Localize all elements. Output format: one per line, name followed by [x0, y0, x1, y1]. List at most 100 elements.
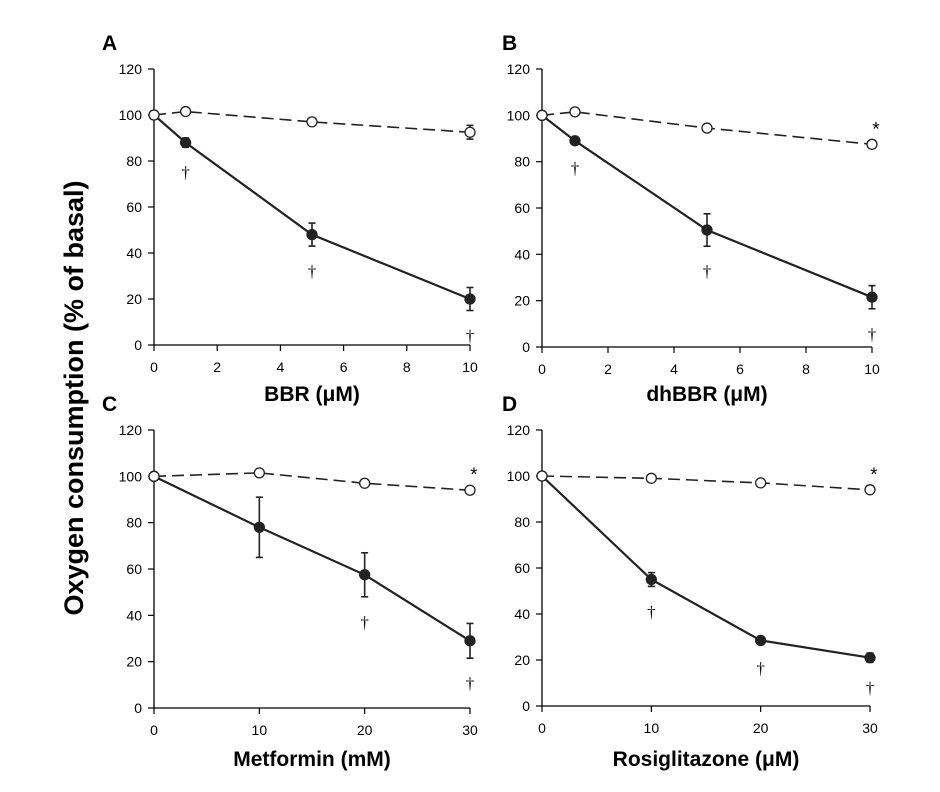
panel-b-series-solid-point	[701, 224, 713, 236]
panel-a-series-dashed-line	[153, 110, 471, 134]
panel-d-series-solid-point	[864, 652, 876, 664]
panel-b-series-dashed-point	[866, 138, 878, 150]
panel-a-y-tick-label: 80	[126, 153, 142, 169]
panel-c-y-tick-label: 0	[134, 700, 142, 716]
panel-b-dagger-annotation: †	[571, 159, 580, 178]
panel-c-y-tick-label: 80	[126, 515, 142, 531]
panel-c-x-tick-label: 0	[150, 722, 158, 738]
panel-a-series-solid-point	[464, 293, 476, 305]
panel-d-x-tick-label: 30	[862, 720, 878, 736]
panel-d-x-tick-label: 20	[753, 720, 769, 736]
panel-d-y-tick-label: 100	[507, 468, 531, 484]
panel-a-dagger-annotation: †	[308, 262, 317, 281]
panel-c-x-tick-label: 30	[462, 722, 478, 738]
panel-b-series-solid-line	[541, 114, 873, 299]
panel-a-x-tick-label: 6	[340, 359, 348, 375]
panel-d-series-solid-point	[536, 470, 548, 482]
panel-a-letter: A	[102, 32, 117, 55]
panel-c-x-tick-label: 20	[357, 722, 373, 738]
panel-d-series-solid-line	[541, 475, 871, 659]
panel-c-y-tick-label: 20	[126, 654, 142, 670]
panel-b-y-tick-label: 80	[514, 154, 530, 170]
panel-c-dagger-annotation: †	[360, 613, 369, 632]
panel-c-x-tick-label: 10	[252, 722, 268, 738]
panel-c-series-solid-point	[148, 470, 160, 482]
panel-d-asterisk-annotation: *	[870, 465, 878, 486]
panel-c-y-tick-label: 60	[126, 561, 142, 577]
panel-d-x-tick-label: 10	[644, 720, 660, 736]
panel-b-series-dashed-point	[569, 106, 581, 118]
panel-c-series-dashed-point	[464, 484, 476, 496]
panel-d-letter: D	[502, 393, 517, 416]
panel-d-series-dashed-line	[541, 475, 871, 491]
panel-b-y-tick-label: 40	[514, 246, 530, 262]
panel-c-letter: C	[102, 393, 117, 416]
panel-a-dagger-annotation: †	[466, 327, 475, 346]
panel-d-series-dashed-point	[864, 484, 876, 496]
panel-d-y-tick-label: 40	[514, 606, 530, 622]
panel-c-y-tick-label: 40	[126, 607, 142, 623]
panel-d: D 0 20 40 60 80 100 120 0 10 20 30 Rosiglitazone (μM…	[502, 393, 878, 771]
panel-d-dagger-annotation: †	[866, 678, 875, 697]
panel-d-dagger-annotation: †	[647, 602, 656, 621]
panel-b: B 0 20 40 60 80 100 120 0 2 4 6 8 10 dhBBR (μM) * † † †	[502, 32, 880, 406]
panel-a-x-tick-label: 8	[403, 359, 411, 375]
panel-b-x-axis-label: dhBBR (μM)	[646, 383, 767, 406]
panel-a-y-tick-label: 120	[119, 61, 143, 77]
panel-b-x-tick-label: 10	[864, 361, 880, 377]
panel-c-y-tick-label: 120	[119, 422, 143, 438]
panel-a-y-tick-label: 20	[126, 291, 142, 307]
panel-b-asterisk-annotation: *	[872, 119, 880, 140]
panel-a: A 0 20 40 60 80 100 120 0 2 4 6 8 10 BBR (μM) † † †	[102, 32, 478, 406]
panel-a-y-tick-label: 100	[119, 107, 143, 123]
panel-d-series-solid-point	[755, 634, 767, 647]
panel-a-y-tick-label: 0	[134, 337, 142, 353]
panel-a-y-tick-label: 60	[126, 199, 142, 215]
panel-b-dagger-annotation: †	[703, 262, 712, 281]
panel-b-x-tick-label: 0	[538, 361, 546, 377]
panel-a-x-tick-label: 4	[277, 359, 285, 375]
panel-b-letter: B	[502, 32, 517, 55]
panel-d-y-tick-label: 0	[522, 698, 530, 714]
panel-b-dagger-annotation: †	[868, 325, 877, 344]
panel-d-y-tick-label: 80	[514, 514, 530, 530]
panel-a-x-tick-label: 2	[213, 359, 221, 375]
panel-d-series-solid-point	[645, 573, 657, 586]
panel-c-series-solid-line	[153, 475, 471, 642]
panel-d-y-tick-label: 60	[514, 560, 530, 576]
panel-b-series-solid-point	[536, 109, 548, 121]
panel-c-dagger-annotation: †	[466, 674, 475, 693]
panel-a-series-solid-point	[306, 228, 318, 241]
panel-a-x-axis-label: BBR (μM)	[264, 383, 360, 406]
y-axis-title: Oxygen consumption (% of basal)	[59, 180, 89, 615]
panel-d-y-tick-label: 120	[507, 422, 531, 438]
panel-b-x-tick-label: 8	[802, 361, 810, 377]
panel-c-series-solid-point	[359, 569, 371, 581]
panel-c: C 0 20 40 60 80 100 120 0 10 20 30 Metformin (mM) * † †	[102, 393, 478, 771]
panel-d-series-dashed-point	[645, 472, 657, 484]
panel-c-x-axis-label: Metformin (mM)	[233, 748, 390, 771]
panel-b-y-tick-label: 100	[507, 107, 531, 123]
panel-d-x-tick-label: 0	[538, 720, 546, 736]
panel-c-series-dashed-point	[359, 477, 371, 489]
panel-a-series-dashed-point	[306, 116, 318, 128]
panel-b-y-tick-label: 60	[514, 200, 530, 216]
panel-b-x-tick-label: 2	[604, 361, 612, 377]
panel-c-series-solid-point	[464, 635, 476, 647]
panel-c-series-solid-point	[253, 521, 265, 533]
panel-b-y-tick-label: 0	[522, 339, 530, 355]
panel-c-y-tick-label: 100	[119, 468, 143, 484]
panel-c-series-dashed-point	[253, 467, 265, 479]
panel-d-y-tick-label: 20	[514, 652, 530, 668]
panel-b-series-dashed-point	[701, 122, 713, 134]
panel-c-asterisk-annotation: *	[470, 465, 478, 486]
panel-a-series-dashed-point	[179, 105, 192, 118]
panel-b-series-dashed-line	[541, 111, 873, 146]
panel-d-x-axis-label: Rosiglitazone (μM)	[613, 748, 800, 771]
panel-a-y-tick-label: 40	[126, 245, 142, 261]
panel-a-dagger-annotation: †	[181, 163, 190, 182]
panel-b-x-tick-label: 6	[736, 361, 744, 377]
panel-d-series-dashed-point	[755, 477, 767, 489]
